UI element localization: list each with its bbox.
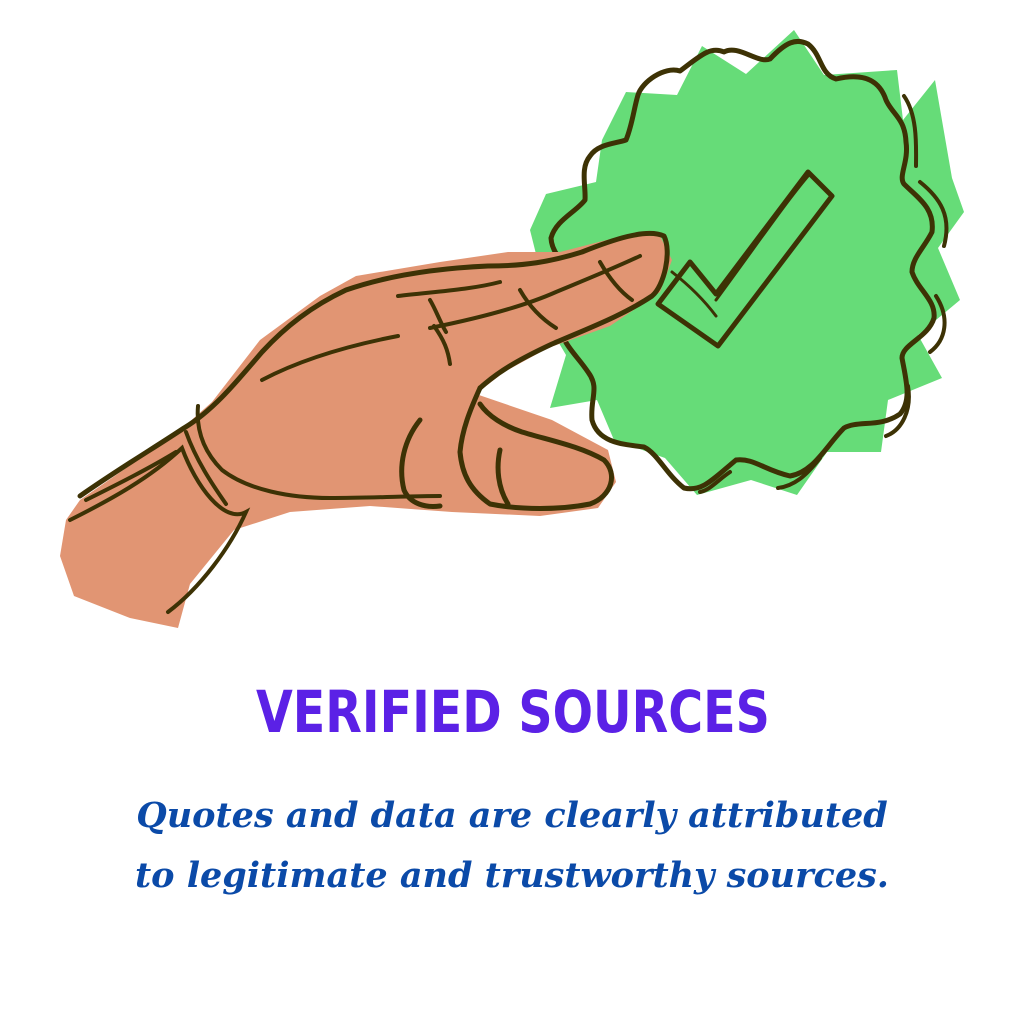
checkmark-inner-line: [670, 174, 810, 318]
verified-badge-icon: [530, 30, 964, 495]
wrist-lines: [68, 444, 251, 614]
hand-outline: [77, 230, 670, 499]
headline: VERIFIED SOURCES: [256, 678, 770, 746]
badge-outline-shadow: [698, 94, 949, 494]
pointing-hand-icon: [60, 230, 672, 628]
palm-lines: [184, 324, 452, 506]
description: Quotes and data are clearly attributed t…: [135, 795, 889, 896]
thumb-outline: [399, 385, 614, 511]
index-finger-lines: [396, 254, 642, 334]
verified-illustration: [60, 30, 964, 628]
hand-fill: [60, 236, 672, 628]
